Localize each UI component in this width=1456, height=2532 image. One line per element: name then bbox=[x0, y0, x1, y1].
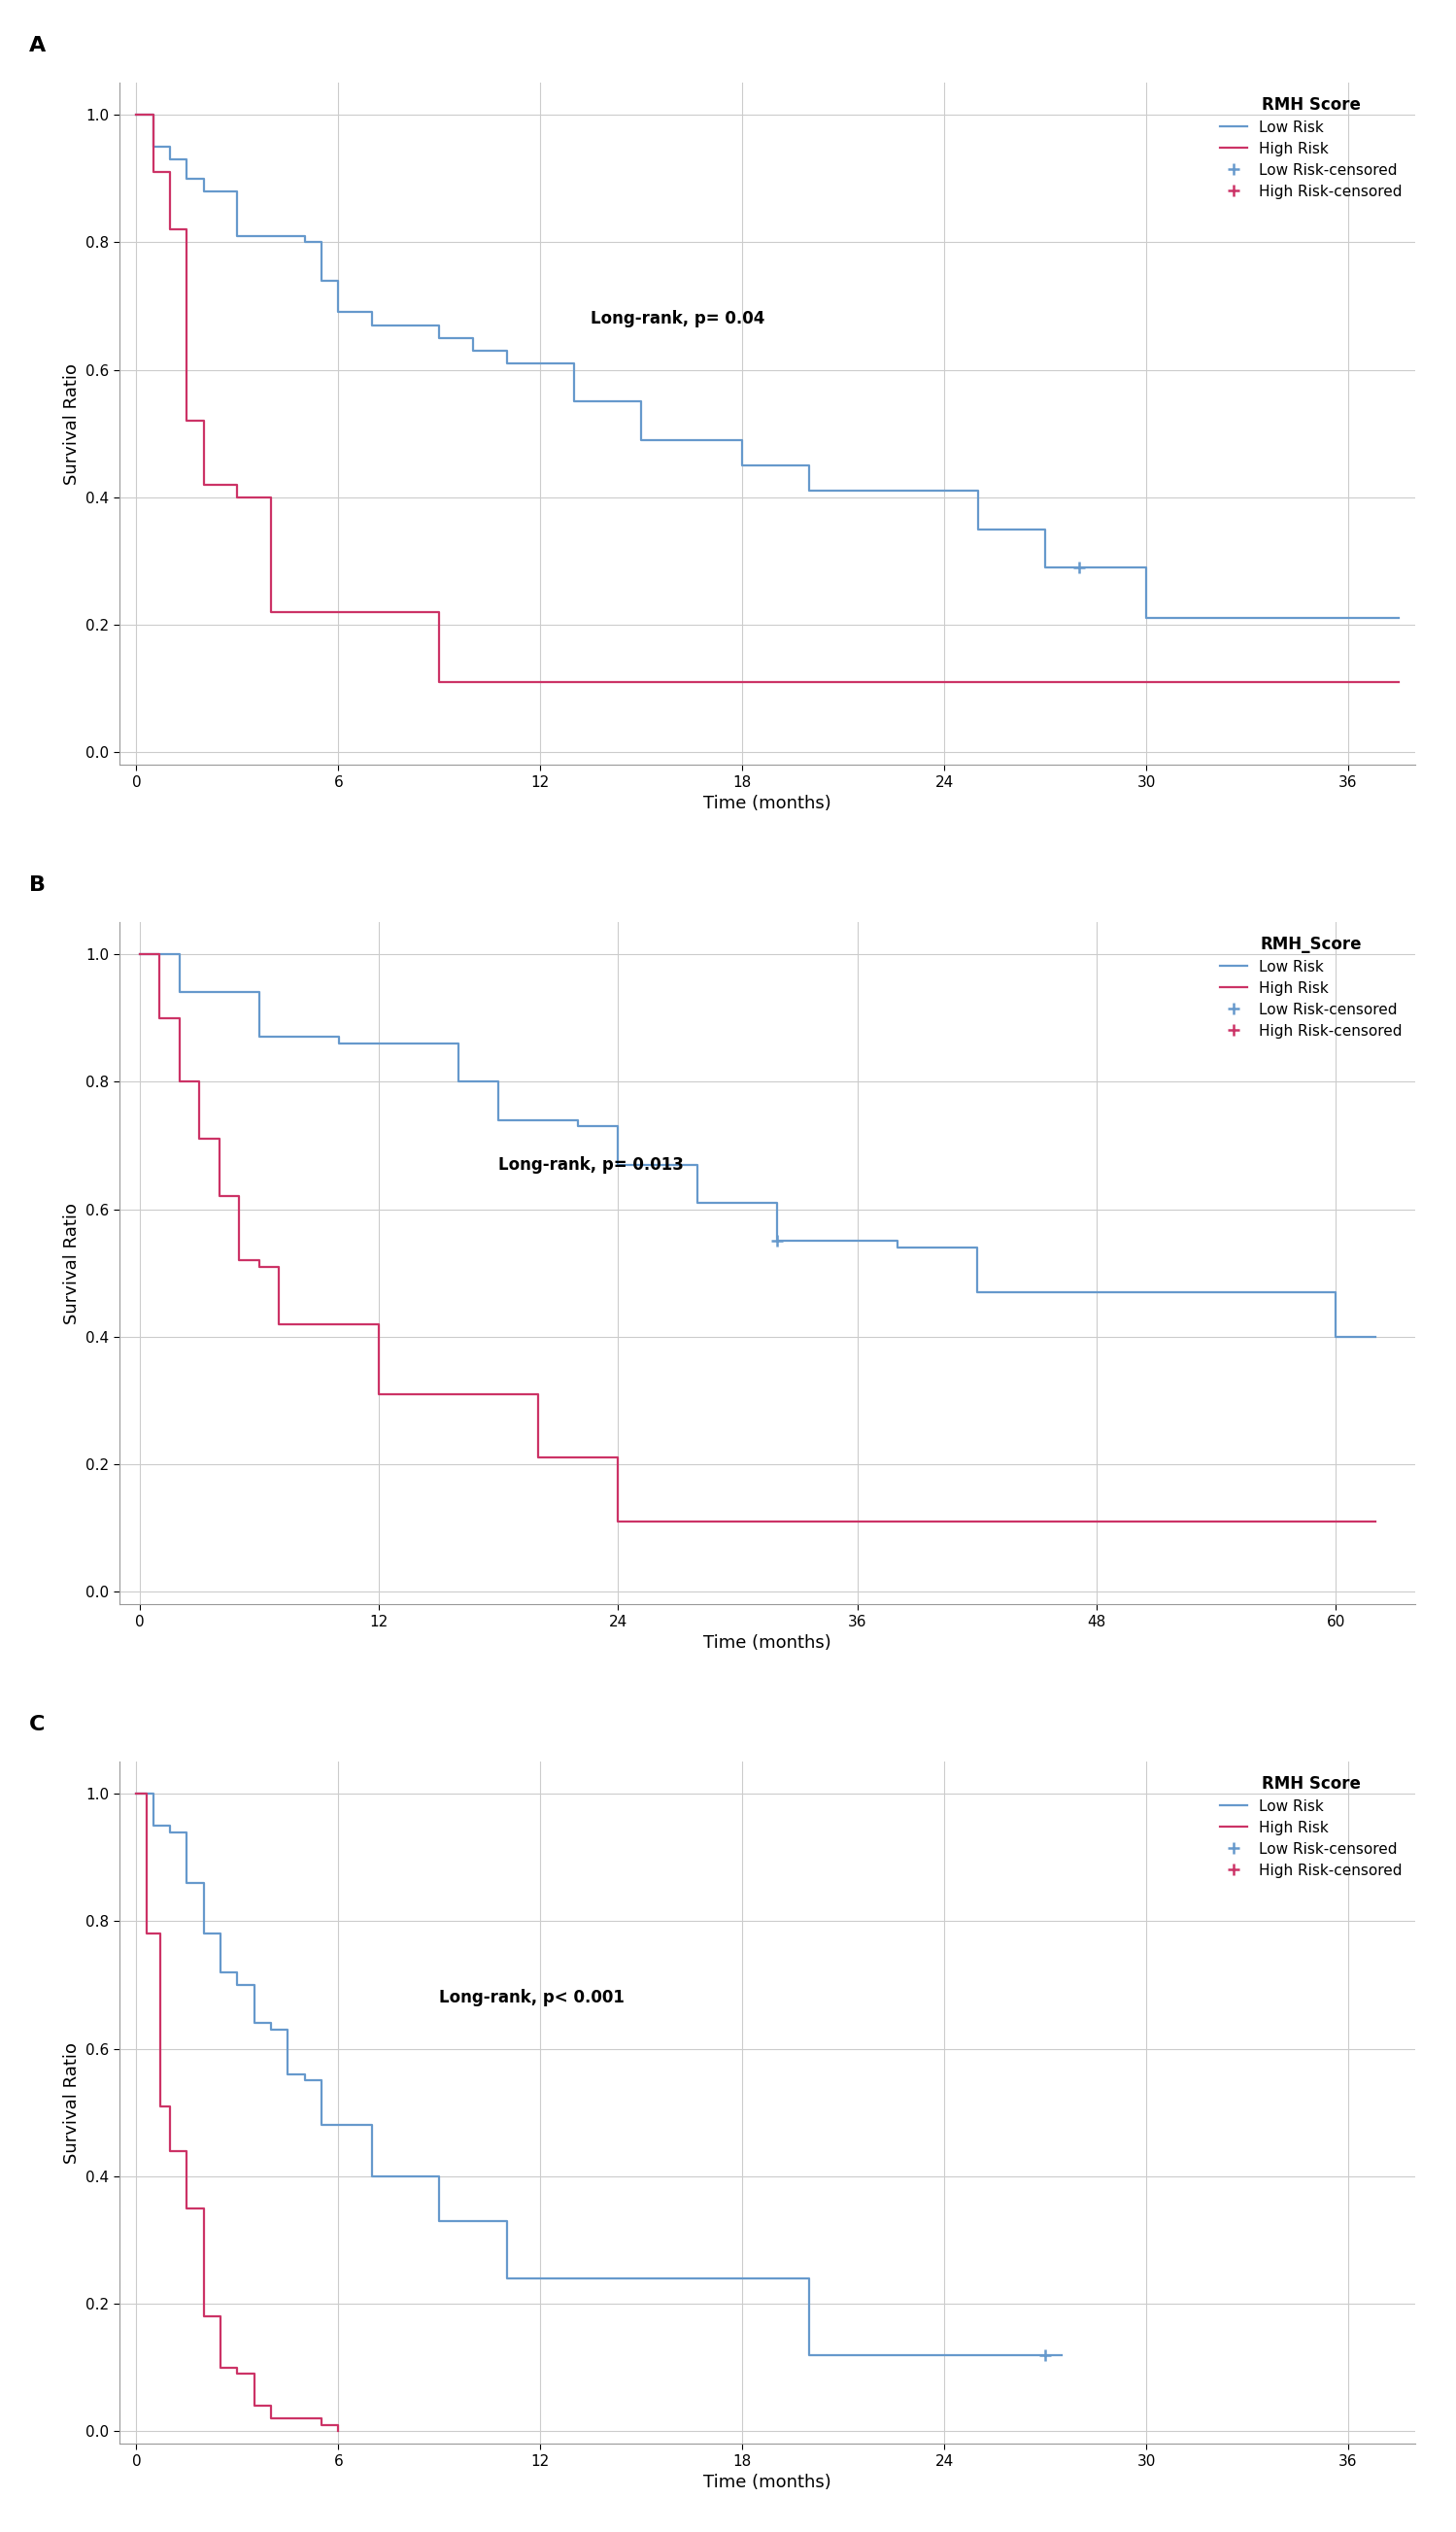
X-axis label: Time (months): Time (months) bbox=[703, 795, 831, 813]
Text: Long-rank, p= 0.013: Long-rank, p= 0.013 bbox=[498, 1155, 684, 1172]
Legend: Low Risk, High Risk, Low Risk-censored, High Risk-censored: Low Risk, High Risk, Low Risk-censored, … bbox=[1214, 91, 1408, 205]
Legend: Low Risk, High Risk, Low Risk-censored, High Risk-censored: Low Risk, High Risk, Low Risk-censored, … bbox=[1214, 929, 1408, 1046]
Text: Long-rank, p= 0.04: Long-rank, p= 0.04 bbox=[591, 309, 764, 327]
Y-axis label: Survival Ratio: Survival Ratio bbox=[63, 362, 80, 484]
Y-axis label: Survival Ratio: Survival Ratio bbox=[63, 2043, 80, 2165]
Text: A: A bbox=[29, 35, 45, 56]
X-axis label: Time (months): Time (months) bbox=[703, 2474, 831, 2491]
Text: B: B bbox=[29, 876, 45, 896]
Text: Long-rank, p< 0.001: Long-rank, p< 0.001 bbox=[440, 1990, 625, 2005]
X-axis label: Time (months): Time (months) bbox=[703, 1636, 831, 1651]
Text: C: C bbox=[29, 1714, 45, 1734]
Legend: Low Risk, High Risk, Low Risk-censored, High Risk-censored: Low Risk, High Risk, Low Risk-censored, … bbox=[1214, 1770, 1408, 1884]
Y-axis label: Survival Ratio: Survival Ratio bbox=[63, 1203, 80, 1324]
